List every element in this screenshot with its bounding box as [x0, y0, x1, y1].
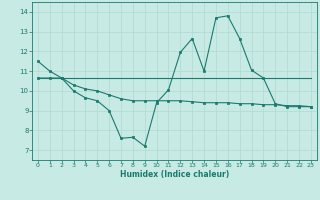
- X-axis label: Humidex (Indice chaleur): Humidex (Indice chaleur): [120, 170, 229, 179]
